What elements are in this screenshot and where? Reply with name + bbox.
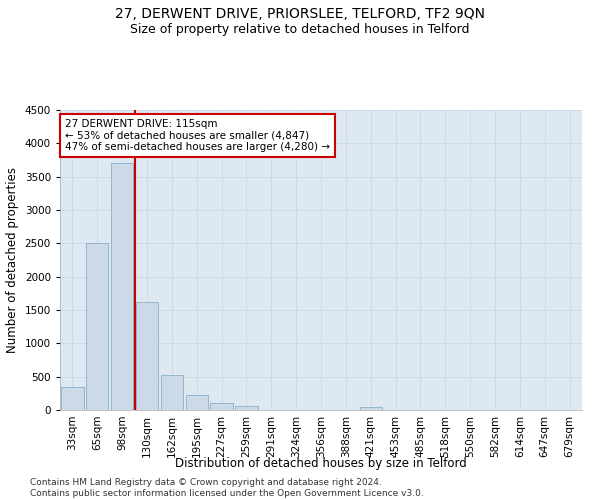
Bar	[161, 376, 183, 410]
Bar	[359, 406, 382, 410]
Bar	[185, 396, 208, 410]
Bar	[86, 244, 109, 410]
Text: 27 DERWENT DRIVE: 115sqm
← 53% of detached houses are smaller (4,847)
47% of sem: 27 DERWENT DRIVE: 115sqm ← 53% of detach…	[65, 119, 330, 152]
Bar	[61, 386, 83, 410]
Text: Contains HM Land Registry data © Crown copyright and database right 2024.
Contai: Contains HM Land Registry data © Crown c…	[30, 478, 424, 498]
Bar	[136, 302, 158, 410]
Bar	[235, 406, 257, 410]
Bar	[111, 164, 133, 410]
Y-axis label: Number of detached properties: Number of detached properties	[6, 167, 19, 353]
Text: 27, DERWENT DRIVE, PRIORSLEE, TELFORD, TF2 9QN: 27, DERWENT DRIVE, PRIORSLEE, TELFORD, T…	[115, 8, 485, 22]
Bar	[211, 404, 233, 410]
Text: Size of property relative to detached houses in Telford: Size of property relative to detached ho…	[130, 22, 470, 36]
Text: Distribution of detached houses by size in Telford: Distribution of detached houses by size …	[175, 458, 467, 470]
